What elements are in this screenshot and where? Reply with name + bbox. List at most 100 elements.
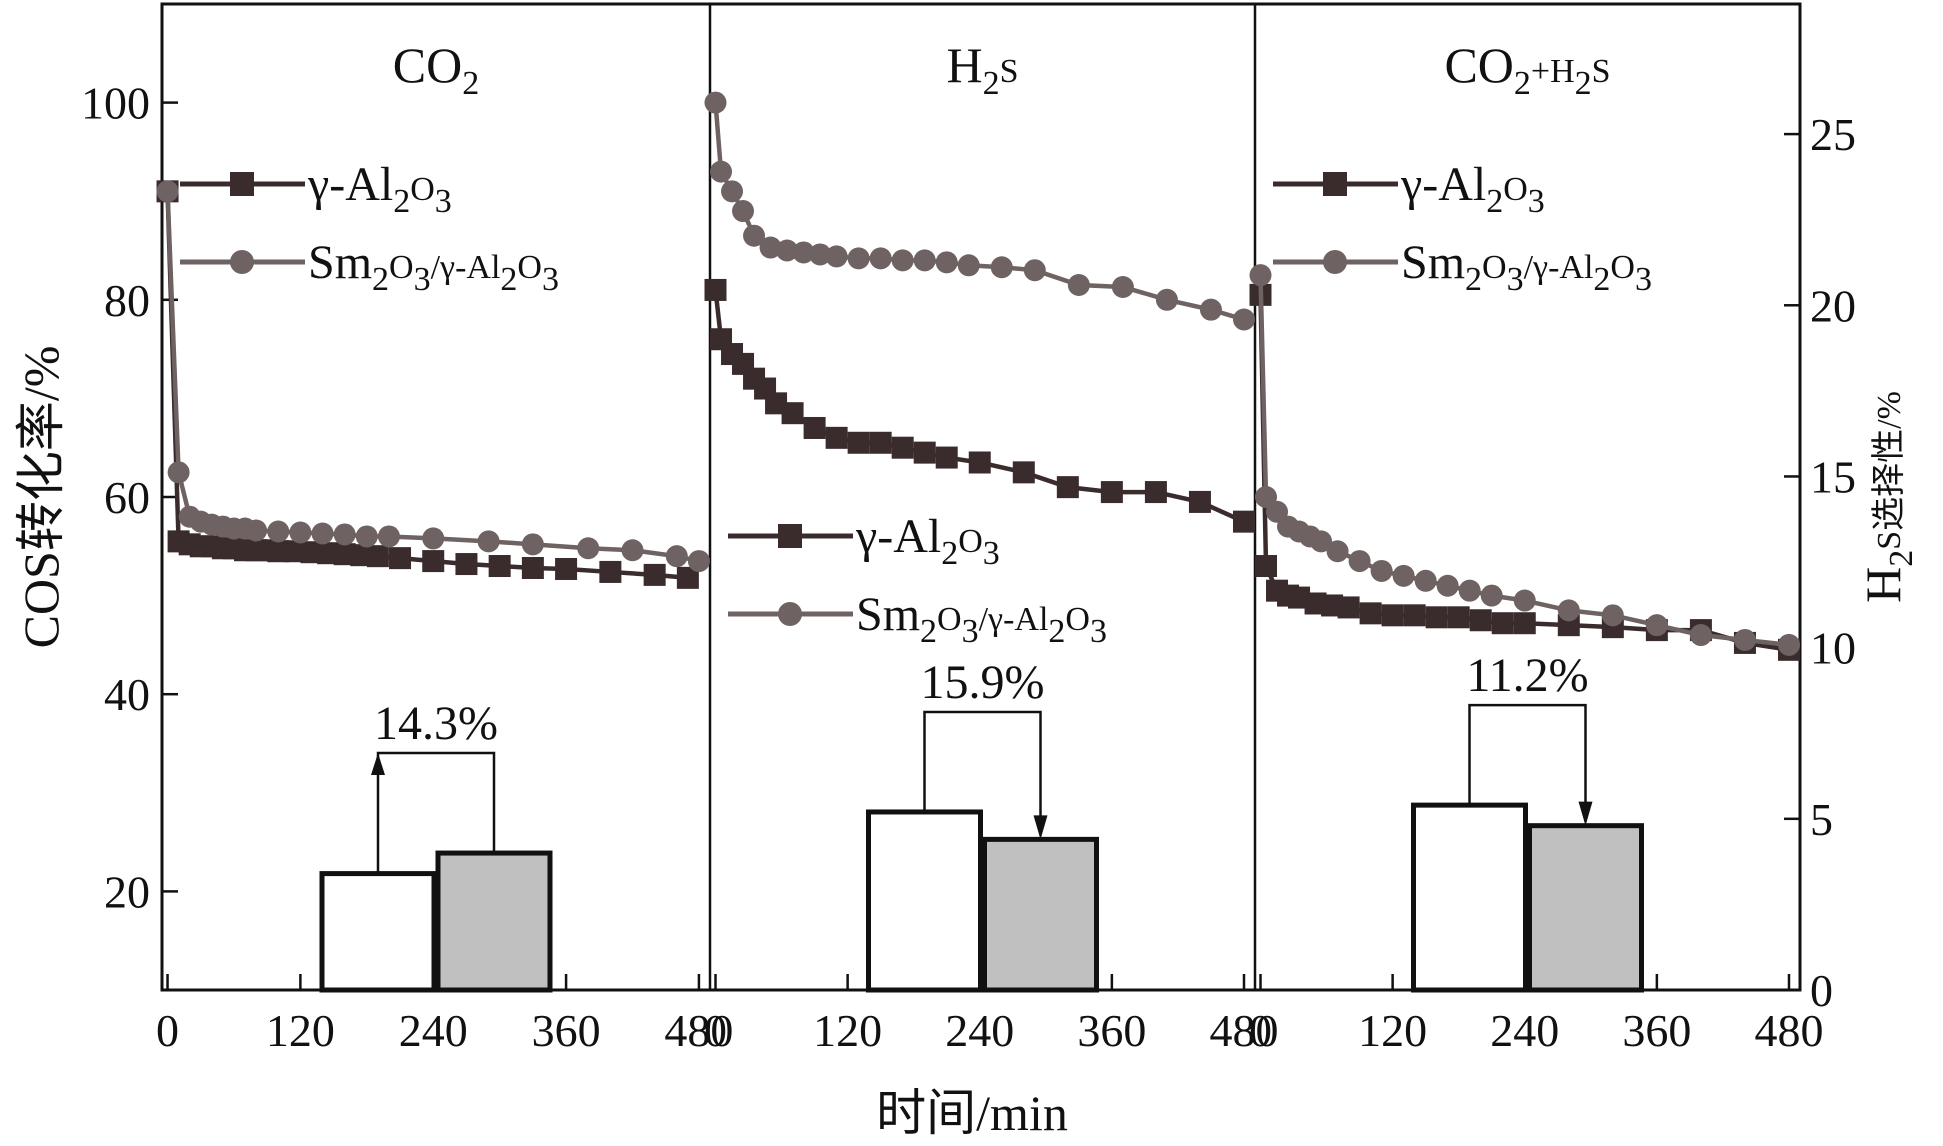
formula-part: O: [937, 601, 962, 638]
x-tick-label: 240: [945, 1005, 1014, 1056]
arrow-head: [1578, 801, 1593, 826]
data-point-circle: [913, 249, 936, 272]
right-tick-label: 15: [1810, 451, 1856, 502]
data-point-circle: [1436, 574, 1459, 597]
right-tick-label: 10: [1810, 623, 1856, 674]
data-point-square: [1304, 592, 1327, 615]
data-point-circle: [721, 180, 744, 203]
data-point-circle: [825, 245, 848, 268]
left-tick-label: 40: [104, 669, 150, 720]
data-point-square: [765, 392, 788, 415]
right-tick-label: 20: [1810, 280, 1856, 331]
data-point-circle: [847, 247, 870, 270]
data-point-circle: [809, 243, 832, 266]
arrow-head: [371, 753, 385, 776]
formula-sub: 2: [983, 65, 1000, 102]
x-tick-label: 0: [1249, 1005, 1272, 1056]
data-point-circle: [891, 249, 914, 272]
x-tick-label: 480: [664, 1005, 733, 1056]
data-point-square: [643, 563, 666, 586]
data-point-square: [1403, 604, 1426, 627]
data-point-square: [300, 541, 323, 564]
left-axis-title: COS转化率/%: [13, 346, 69, 649]
data-point-circle: [665, 545, 688, 568]
right-axis-title: H2S选择性/%: [1855, 391, 1920, 603]
data-point-square: [1144, 481, 1167, 504]
bracket-line: [923, 710, 1042, 836]
data-point-square: [283, 540, 306, 563]
data-point-circle: [1689, 624, 1712, 647]
formula-part: O: [1503, 171, 1528, 208]
panel-title: CO2+H2S: [1444, 37, 1610, 102]
data-point-square: [389, 547, 412, 570]
x-tick-label: 360: [532, 1005, 601, 1056]
formula-part: Sm: [1401, 236, 1465, 289]
bar-sm: [435, 850, 553, 993]
formula-part: O: [517, 249, 542, 286]
formula-sub: 3: [1090, 613, 1107, 650]
series-line-sm: [165, 191, 700, 564]
formula-part: O: [1065, 601, 1090, 638]
data-point-circle: [1199, 298, 1222, 321]
x-tick-label: 240: [1490, 1005, 1559, 1056]
data-point-square: [968, 451, 991, 474]
formula-sub: 2: [920, 613, 937, 650]
data-point-square: [422, 550, 445, 573]
formula-part: H: [1855, 567, 1911, 603]
arrow-head: [1033, 815, 1048, 840]
data-point-square: [455, 553, 478, 576]
formula-part: γ-Al: [307, 158, 393, 211]
data-point-circle: [1232, 308, 1255, 331]
bar-percent-label: 14.3%: [374, 697, 498, 750]
formula-part: γ-Al: [1400, 158, 1486, 211]
legend-marker-circle: [230, 250, 254, 274]
formula-sub: 2: [462, 65, 479, 102]
formula-sub: 3: [542, 261, 559, 298]
data-point-square: [1321, 594, 1344, 617]
x-axis-title: 时间/min: [876, 1085, 1068, 1141]
data-point-circle: [1733, 628, 1756, 651]
right-tick-label: 25: [1810, 109, 1856, 160]
data-point-circle: [759, 236, 782, 259]
formula-part: O: [389, 249, 414, 286]
bar-sm: [982, 836, 1099, 993]
data-point-square: [1447, 606, 1470, 629]
formula-part: CO: [1444, 37, 1513, 93]
series-line-sm: [713, 102, 1245, 322]
bar-alumina: [866, 809, 983, 993]
data-point-circle: [1458, 579, 1481, 602]
data-point-circle: [1326, 540, 1349, 563]
x-tick-label: 120: [266, 1005, 335, 1056]
data-point-circle: [289, 521, 312, 544]
formula-sub: 2: [1465, 261, 1482, 298]
data-point-square: [1359, 602, 1382, 625]
legend-label-sm: Sm2O3/γ-Al2O3: [856, 588, 1107, 650]
formula-part: O: [1482, 249, 1507, 286]
data-point-circle: [1111, 275, 1134, 298]
data-point-circle: [792, 241, 815, 264]
data-point-circle: [621, 539, 644, 562]
left-tick-label: 100: [81, 78, 150, 129]
data-point-circle: [355, 525, 378, 548]
legend-marker-square: [1323, 172, 1347, 196]
series-line-sm: [1258, 275, 1790, 648]
formula-part: +H: [1531, 53, 1575, 90]
legend-marker-circle: [1323, 250, 1347, 274]
formula-sub: 2: [1593, 261, 1610, 298]
formula-part: /γ-Al: [1524, 249, 1594, 286]
formula-part: Sm: [856, 588, 920, 641]
left-tick-label: 20: [104, 866, 150, 917]
formula-sub: 3: [1528, 183, 1545, 220]
right-tick-label: 5: [1810, 794, 1833, 845]
data-point-circle: [743, 224, 766, 247]
formula-part: O: [1610, 249, 1635, 286]
data-point-circle: [267, 520, 290, 543]
formula-part: S: [1592, 53, 1611, 90]
data-point-circle: [577, 537, 600, 560]
legend-label-alumina: γ-Al2O3: [855, 510, 1000, 572]
data-point-square: [847, 431, 870, 454]
